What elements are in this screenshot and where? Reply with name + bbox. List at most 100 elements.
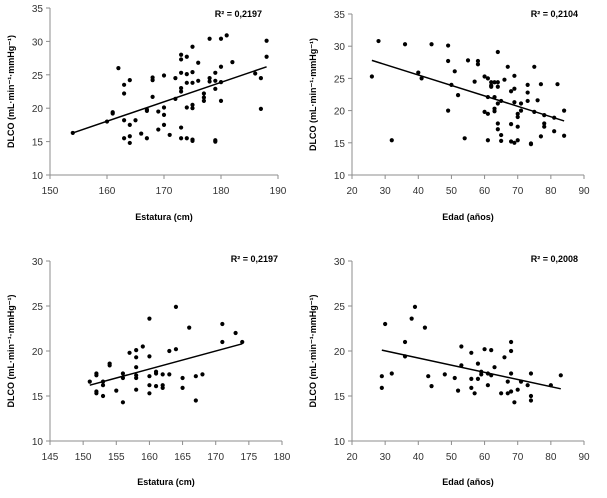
data-point (180, 385, 185, 390)
data-point (147, 354, 152, 359)
chart-bottom-left: 10 15 20 25 30 145 150 155 160 165 170 175 180 Estatu… (0, 250, 300, 493)
data-point (379, 385, 384, 390)
data-point (508, 348, 514, 354)
data-point (156, 127, 161, 132)
y-tick-label: 25 (334, 74, 346, 85)
data-point (184, 72, 189, 77)
y-tick-label: 15 (334, 139, 346, 150)
r-squared-label: R² = 0,2104 (531, 9, 578, 19)
data-point (190, 138, 195, 144)
data-point (518, 379, 524, 384)
data-point (512, 400, 517, 405)
data-point (515, 111, 520, 116)
data-point (502, 77, 507, 82)
data-point (542, 124, 547, 129)
data-point (133, 118, 138, 123)
data-point (489, 348, 494, 353)
data-point (459, 344, 464, 349)
data-point (429, 42, 434, 47)
data-point (120, 400, 126, 405)
data-point (389, 138, 394, 143)
data-point (190, 44, 195, 49)
data-point (122, 82, 127, 87)
data-point (147, 316, 152, 321)
x-tick-label: 40 (413, 452, 425, 463)
data-point (562, 108, 567, 113)
data-point (446, 108, 451, 113)
data-point (525, 98, 530, 104)
data-point (134, 365, 139, 370)
data-point (512, 86, 517, 91)
data-point (87, 379, 92, 384)
data-point (218, 80, 224, 85)
data-point (233, 330, 238, 336)
data-point (535, 98, 540, 103)
data-point (512, 100, 517, 105)
data-point (161, 112, 167, 117)
x-tick-label: 60 (479, 186, 491, 197)
x-tick-label: 20 (346, 452, 358, 463)
y-axis-title: DLCO (mL·min⁻¹·mmHg⁻¹) (308, 295, 318, 408)
x-tick-label: 170 (156, 186, 173, 197)
x-tick-label: 90 (578, 186, 590, 197)
data-point (160, 372, 165, 377)
data-point (495, 80, 500, 85)
chart-top-right: 10 15 20 25 30 35 20 30 40 50 60 70 80 90 Edad (años) D… (300, 0, 607, 230)
data-point (207, 76, 212, 81)
x-tick-label: 30 (380, 452, 392, 463)
data-point (515, 138, 520, 143)
y-tick-label: 20 (334, 107, 346, 118)
data-point (402, 339, 408, 345)
data-point (218, 36, 224, 41)
data-point (230, 60, 235, 65)
data-point (190, 70, 195, 75)
data-point (94, 373, 99, 378)
data-point (518, 101, 524, 106)
data-point (528, 141, 534, 147)
data-point (100, 383, 106, 388)
data-point (538, 82, 544, 87)
y-tick-label: 25 (32, 302, 44, 313)
data-point (492, 94, 497, 100)
data-point (258, 76, 263, 81)
data-point (542, 121, 547, 126)
data-point (224, 33, 229, 38)
data-point (485, 94, 490, 100)
y-axis-title: DLCO (mL·min⁻¹·mmHg⁻¹) (308, 38, 318, 151)
y-tick-label: 35 (334, 10, 346, 21)
y-tick-label: 10 (334, 171, 346, 182)
data-point (495, 127, 500, 132)
data-point (114, 388, 119, 393)
data-point (140, 344, 145, 349)
trend-line (72, 66, 267, 134)
data-point (369, 74, 374, 79)
data-point (475, 361, 481, 366)
data-point (122, 136, 127, 141)
data-point (383, 321, 388, 327)
data-point (482, 347, 487, 352)
data-point (479, 372, 484, 377)
data-point (495, 84, 500, 89)
y-tick-label: 20 (32, 347, 44, 358)
data-point (485, 76, 490, 81)
data-point (495, 121, 500, 126)
data-point (100, 379, 106, 384)
y-tick-label: 15 (32, 392, 44, 403)
data-point (552, 115, 557, 120)
data-point (116, 66, 121, 71)
r-squared-label: R² = 0,2008 (531, 254, 578, 264)
data-point (505, 379, 510, 384)
x-tick-label: 175 (241, 452, 258, 463)
data-point (532, 109, 537, 114)
data-point (173, 347, 179, 352)
x-tick-label: 155 (108, 452, 125, 463)
y-tick-label: 10 (32, 171, 44, 182)
data-point (213, 139, 218, 144)
data-point (508, 139, 514, 144)
x-tick-label: 160 (99, 186, 116, 197)
data-point (505, 391, 510, 396)
data-point (134, 355, 139, 360)
x-tick-label: 145 (42, 452, 59, 463)
data-point (147, 391, 152, 396)
data-point (104, 119, 110, 124)
